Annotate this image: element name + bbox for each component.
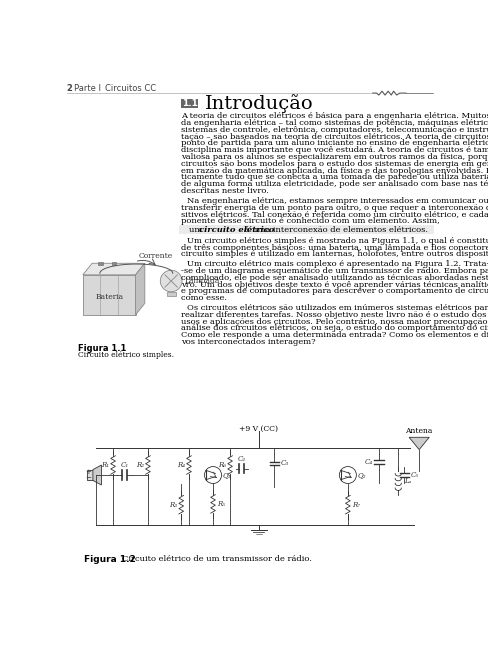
Text: sitivos elétricos. Tal conexão é referida como um circuito elétrico, e cada com-: sitivos elétricos. Tal conexão é referid… bbox=[181, 211, 488, 218]
Text: Lâmpada: Lâmpada bbox=[184, 277, 219, 285]
FancyBboxPatch shape bbox=[98, 262, 103, 265]
Text: R₂: R₂ bbox=[136, 461, 144, 469]
Text: Os circuitos elétricos são utilizados em inúmeros sistemas elétricos para: Os circuitos elétricos são utilizados em… bbox=[187, 304, 488, 312]
Text: C₃: C₃ bbox=[280, 460, 288, 468]
Text: ponto de partida para um aluno iniciante no ensino de engenharia elétrica e é a: ponto de partida para um aluno iniciante… bbox=[181, 139, 488, 147]
Text: Parte I: Parte I bbox=[74, 84, 101, 93]
Text: R₆: R₆ bbox=[218, 461, 226, 469]
FancyBboxPatch shape bbox=[166, 292, 176, 296]
Text: -se de um diagrama esquemático de um transmissor de rádio. Embora pareça: -se de um diagrama esquemático de um tra… bbox=[181, 267, 488, 275]
Text: e programas de computadores para descrever o comportamento de circuitos: e programas de computadores para descrev… bbox=[181, 288, 488, 296]
Text: ticamente tudo que se conecta a uma tomada de parede ou utiliza bateria, ou: ticamente tudo que se conecta a uma toma… bbox=[181, 173, 488, 181]
Text: R₇: R₇ bbox=[351, 501, 359, 509]
Text: Antena: Antena bbox=[405, 426, 432, 434]
FancyBboxPatch shape bbox=[86, 470, 93, 481]
Text: Figura 1.1: Figura 1.1 bbox=[78, 344, 126, 353]
Text: Como ele responde a uma determinada entrada? Como os elementos e dispositi-: Como ele responde a uma determinada entr… bbox=[181, 331, 488, 339]
Text: realizar diferentes tarefas. Nosso objetivo neste livro não é o estudo dos diver: realizar diferentes tarefas. Nosso objet… bbox=[181, 311, 488, 319]
Text: Um circuito elétrico simples é mostrado na Figura 1.1, o qual é constituído: Um circuito elétrico simples é mostrado … bbox=[187, 237, 488, 245]
Polygon shape bbox=[82, 264, 144, 275]
Text: ponente desse circuito é conhecido com um elemento. Assim,: ponente desse circuito é conhecido com u… bbox=[181, 217, 439, 225]
Text: de alguma forma utiliza eletricidade, pode ser analisado com base nas técnicas: de alguma forma utiliza eletricidade, po… bbox=[181, 180, 488, 188]
Text: um: um bbox=[189, 226, 204, 233]
Text: circuitos são bons modelos para o estudo dos sistemas de energia em geral e: circuitos são bons modelos para o estudo… bbox=[181, 160, 488, 168]
Text: da engenharia elétrica – tal como sistemas de potência, máquinas elétricas,: da engenharia elétrica – tal como sistem… bbox=[181, 119, 488, 127]
Text: vro. Um dos objetivos deste texto é você aprender várias técnicas analíticas: vro. Um dos objetivos deste texto é você… bbox=[181, 281, 488, 288]
Text: R₄: R₄ bbox=[177, 461, 185, 469]
Text: Um circuito elétrico mais complexo é apresentado na Figura 1.2. Trata-: Um circuito elétrico mais complexo é apr… bbox=[187, 260, 488, 268]
Text: R₅: R₅ bbox=[217, 500, 224, 508]
Text: tação – são baseados na teoria de circuitos elétricos. A teoria de circuitos é o: tação – são baseados na teoria de circui… bbox=[181, 133, 488, 141]
Text: 1.1: 1.1 bbox=[182, 99, 197, 108]
Text: −: − bbox=[85, 475, 91, 481]
Text: +9 V (CC): +9 V (CC) bbox=[239, 425, 278, 433]
Text: C₂: C₂ bbox=[237, 455, 245, 463]
Text: Q₂: Q₂ bbox=[356, 471, 365, 479]
Text: C₄: C₄ bbox=[364, 458, 372, 466]
Text: +: + bbox=[85, 469, 91, 475]
Text: transferir energia de um ponto para outro, o que requer a interconexão de dispo-: transferir energia de um ponto para outr… bbox=[181, 203, 488, 211]
Text: usos e aplicações dos circuitos. Pelo contrário, nossa maior preocupação é a: usos e aplicações dos circuitos. Pelo co… bbox=[181, 318, 488, 326]
FancyBboxPatch shape bbox=[181, 99, 198, 108]
Text: R₁: R₁ bbox=[101, 461, 109, 469]
Text: Bateria: Bateria bbox=[95, 293, 123, 301]
Text: Figura 1.2: Figura 1.2 bbox=[84, 555, 136, 564]
FancyBboxPatch shape bbox=[111, 262, 116, 265]
Text: vos interconectados interagem?: vos interconectados interagem? bbox=[181, 338, 315, 346]
Text: é uma interconexão de elementos elétricos.: é uma interconexão de elementos elétrico… bbox=[242, 226, 427, 233]
Text: R₃: R₃ bbox=[169, 501, 177, 509]
Text: C₁: C₁ bbox=[121, 461, 128, 469]
Text: Circuitos CC: Circuitos CC bbox=[105, 84, 156, 93]
Text: Corrente: Corrente bbox=[138, 252, 173, 260]
Text: Introdução: Introdução bbox=[204, 94, 312, 113]
Text: Circuito elétrico simples.: Circuito elétrico simples. bbox=[78, 351, 174, 359]
Text: como esse.: como esse. bbox=[181, 294, 227, 302]
Text: circuito elétrico: circuito elétrico bbox=[199, 226, 274, 233]
Text: C₅: C₅ bbox=[410, 471, 418, 479]
Text: disciplina mais importante que você estudará. A teoria de circuitos é também: disciplina mais importante que você estu… bbox=[181, 146, 488, 154]
Circle shape bbox=[160, 270, 182, 292]
Polygon shape bbox=[93, 465, 101, 485]
Circle shape bbox=[339, 466, 356, 483]
Text: sistemas de controle, eletrônica, computadores, telecomunicação e instrumen-: sistemas de controle, eletrônica, comput… bbox=[181, 126, 488, 134]
Polygon shape bbox=[135, 264, 144, 315]
Text: Circuito elétrico de um transmissor de rádio.: Circuito elétrico de um transmissor de r… bbox=[122, 555, 311, 563]
Text: de três componentes básicos: uma bateria, uma lâmpada e fios conectores. Esse: de três componentes básicos: uma bateria… bbox=[181, 244, 488, 252]
Text: Lₐ: Lₐ bbox=[403, 477, 410, 485]
FancyBboxPatch shape bbox=[179, 226, 433, 234]
Text: descritas neste livro.: descritas neste livro. bbox=[181, 187, 268, 195]
Text: análise dos circuitos elétricos, ou seja, o estudo do comportamento do circuito:: análise dos circuitos elétricos, ou seja… bbox=[181, 324, 488, 332]
Text: circuito simples é utilizado em lanternas, holofotes, entre outros dispositivos.: circuito simples é utilizado em lanterna… bbox=[181, 250, 488, 258]
Text: valiosa para os alunos se especializarem em outros ramos da física, porque os: valiosa para os alunos se especializarem… bbox=[181, 153, 488, 161]
Text: em razão da matemática aplicada, da física e das topologias envolvidas. Pra-: em razão da matemática aplicada, da físi… bbox=[181, 167, 488, 175]
Polygon shape bbox=[408, 438, 428, 449]
Text: complicado, ele pode ser analisado utilizando as técnicas abordadas neste li-: complicado, ele pode ser analisado utili… bbox=[181, 274, 488, 282]
Circle shape bbox=[204, 466, 221, 483]
FancyBboxPatch shape bbox=[82, 275, 135, 315]
Text: 2: 2 bbox=[66, 84, 72, 93]
Text: Na engenharia elétrica, estamos sempre interessados em comunicar ou: Na engenharia elétrica, estamos sempre i… bbox=[187, 197, 488, 205]
Text: A teoria de circuitos elétricos é básica para a engenharia elétrica. Muitos ramo: A teoria de circuitos elétricos é básica… bbox=[181, 112, 488, 120]
Text: Q₁: Q₁ bbox=[222, 471, 230, 479]
